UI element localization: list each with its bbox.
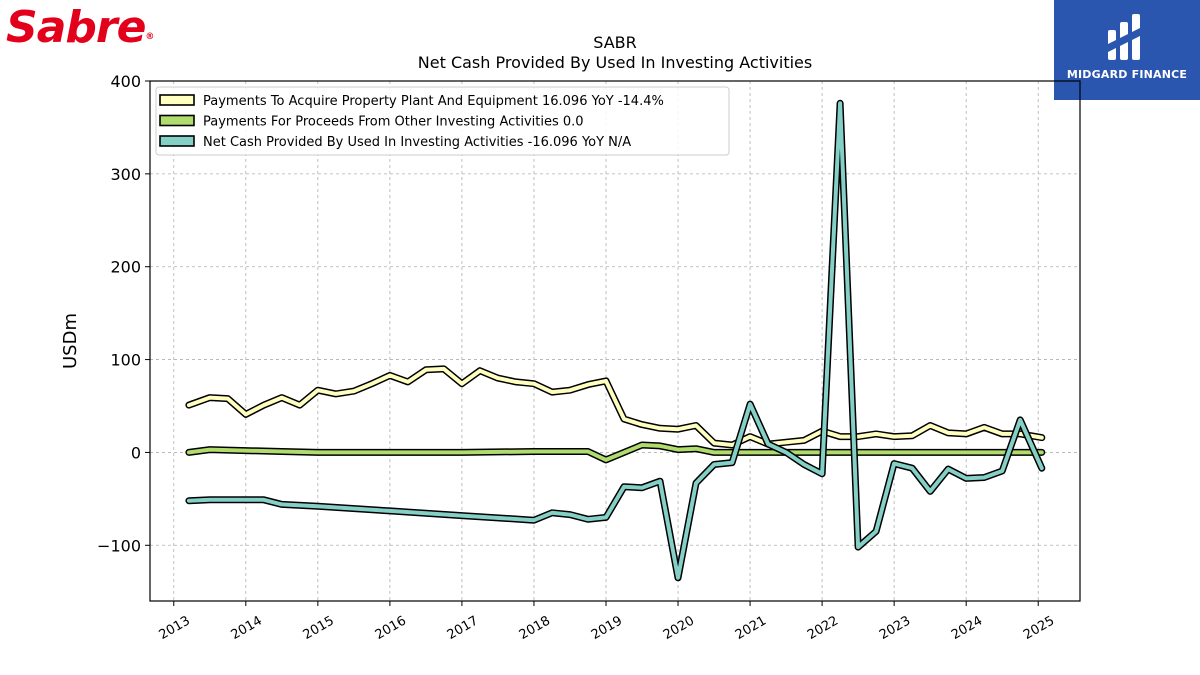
registered-mark-icon: ® — [145, 32, 154, 42]
y-tick-label: 400 — [110, 72, 141, 91]
legend-entry-2: Payments For Proceeds From Other Investi… — [203, 115, 584, 130]
y-tick-label: 300 — [110, 165, 141, 184]
legend-swatch-1 — [159, 94, 195, 106]
legend-entry-1: Payments To Acquire Property Plant And E… — [203, 94, 664, 109]
legend: Payments To Acquire Property Plant And E… — [155, 86, 730, 156]
series-layer — [185, 99, 1046, 582]
x-tick-label: 2020 — [661, 613, 697, 643]
midgard-finance-name: MIDGARD FINANCE — [1066, 68, 1188, 81]
series-1-line — [186, 366, 1044, 447]
x-tick-label: 2013 — [157, 613, 193, 643]
grid — [150, 80, 1080, 601]
series-3-line — [186, 101, 1044, 580]
chart-title: SABR — [593, 33, 637, 52]
y-tick-label: 100 — [110, 351, 141, 370]
x-tick-label: 2018 — [517, 613, 553, 643]
legend-swatch-2 — [159, 114, 195, 127]
legend-entry-3: Net Cash Provided By Used In Investing A… — [203, 135, 631, 150]
x-tick-label: 2019 — [589, 613, 625, 643]
legend-swatch-3 — [159, 135, 195, 147]
x-axis: 2013 2014 2015 2016 2017 2018 2019 2020 2021 2022… — [157, 601, 1057, 643]
plot-frame — [149, 80, 1081, 602]
x-tick-label: 2017 — [445, 613, 481, 643]
midgard-logo-icon — [1108, 14, 1140, 60]
x-tick-label: 2015 — [301, 613, 337, 643]
x-tick-label: 2021 — [733, 613, 769, 643]
y-tick-label: 0 — [131, 443, 141, 462]
sabre-logo: Sabre® — [6, 2, 154, 53]
y-axis-label: USDm — [60, 313, 81, 369]
x-tick-label: 2025 — [1021, 613, 1057, 643]
x-tick-label: 2024 — [949, 613, 985, 643]
legend-box — [155, 86, 730, 156]
chart-subtitle: Net Cash Provided By Used In Investing A… — [418, 53, 812, 72]
x-tick-label: 2016 — [373, 613, 409, 643]
y-tick-label: 200 — [110, 258, 141, 277]
y-tick-label: −100 — [97, 536, 141, 555]
midgard-finance-logo: MIDGARD FINANCE — [1054, 0, 1200, 100]
x-tick-label: 2023 — [877, 613, 913, 643]
x-tick-label: 2022 — [805, 613, 841, 643]
series-2-line — [186, 443, 1044, 462]
y-axis: −100 0 100 200 300 400 — [97, 72, 150, 555]
sabre-logo-text: Sabre — [6, 2, 146, 53]
x-tick-label: 2014 — [229, 613, 265, 643]
